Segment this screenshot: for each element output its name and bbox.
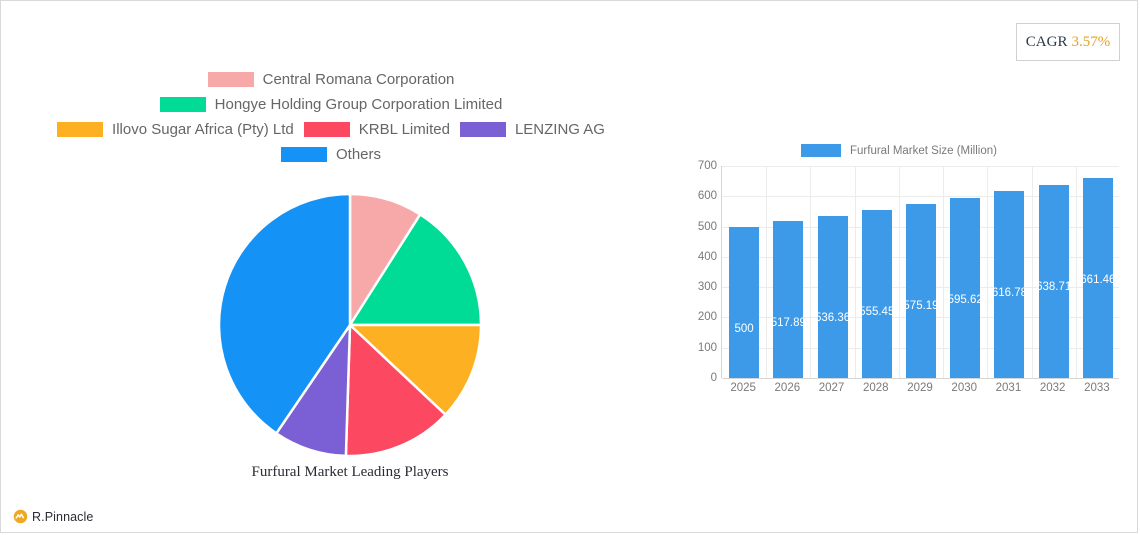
category-separator (1075, 166, 1077, 378)
x-axis-tick-label: 2025 (730, 382, 756, 394)
pie-legend-swatch (57, 122, 104, 137)
x-axis-tick-label: 2029 (907, 382, 933, 394)
y-axis-tick-label: 700 (697, 160, 717, 172)
bar[interactable]: 661.46 (1080, 177, 1116, 378)
bar[interactable]: 536.36 (814, 215, 851, 378)
x-axis: 2025 2026 2027 2028 2029 2030 2031 2032 2033 (721, 382, 1119, 402)
bar[interactable]: 616.78 (991, 191, 1028, 378)
bar-chart-legend: Furfural Market Size (Million) (673, 144, 1125, 157)
pie-legend-label: Hongye Holding Group Corporation Limited (214, 96, 503, 113)
bar-value-label: 536.36 (814, 311, 851, 324)
bar-legend-swatch (801, 144, 841, 157)
bar[interactable]: 575.19 (903, 203, 939, 378)
category-separator (898, 166, 900, 378)
gridline (722, 166, 1119, 167)
pie-slice[interactable] (348, 323, 482, 416)
cagr-badge: CAGR 3.57% (1016, 23, 1120, 61)
gridline (722, 196, 1119, 198)
bar[interactable]: 638.71 (1036, 184, 1072, 378)
pie-legend-item[interactable]: LENZING AG (459, 121, 605, 138)
bar[interactable]: 595.62 (947, 197, 983, 378)
x-axis-tick-label: 2032 (1039, 382, 1066, 394)
bar[interactable]: 517.89 (770, 221, 806, 378)
pie-legend-swatch (159, 97, 206, 112)
category-separator (854, 166, 856, 378)
x-axis-tick-label: 2028 (862, 382, 889, 394)
bar-chart-plot: 0 100 200 300 400 500 600 700 500 517.89 536.36 55… (673, 160, 1125, 411)
pie-slice[interactable] (218, 193, 352, 435)
pie-legend-item[interactable]: KRBL Limited (303, 121, 450, 138)
pie-legend-swatch (207, 72, 254, 87)
gridline (722, 378, 1119, 379)
pie-legend-item[interactable]: Others (280, 146, 381, 163)
pie-legend-item[interactable]: Illovo Sugar Africa (Pty) Ltd (57, 121, 294, 138)
bar-value-label: 661.46 (1080, 273, 1116, 286)
y-axis-tick-label: 100 (697, 341, 717, 354)
bar-value-label: 517.89 (770, 317, 806, 330)
y-axis-tick-label: 200 (697, 311, 717, 324)
category-separator (1031, 166, 1033, 378)
bar-value-label: 638.71 (1036, 280, 1072, 293)
category-separator (810, 166, 812, 378)
cagr-value: 3.57% (1071, 33, 1111, 50)
pie-legend-label: KRBL Limited (358, 121, 450, 138)
bar[interactable]: 555.45 (859, 209, 895, 378)
pie-legend-swatch (459, 122, 506, 137)
category-separator (943, 166, 945, 378)
pie-legend-swatch (280, 147, 327, 162)
pie-legend-label: Others (335, 146, 381, 163)
bar-legend-label: Furfural Market Size (Million) (850, 144, 997, 157)
bar-value-label: 575.19 (903, 299, 939, 312)
bar-chart-panel: Furfural Market Size (Million) 0 100 200 30… (673, 144, 1125, 411)
pie-legend-row: Illovo Sugar Africa (Pty) Ltd KRBL Limite… (1, 121, 661, 138)
x-axis-tick-label: 2033 (1084, 382, 1110, 394)
pie-chart-panel: Central Romana Corporation Hongye Holding… (1, 1, 661, 501)
pinnacle-logo-icon (13, 509, 28, 524)
x-axis-tick-label: 2026 (774, 382, 801, 394)
pie-legend-label: LENZING AG (514, 121, 605, 138)
footer-branding: R.Pinnacle (13, 509, 93, 524)
plot-grid: 500 517.89 536.36 555.45 575.19 595.62 616.78 6… (721, 166, 1119, 379)
y-axis-tick-label: 400 (697, 250, 717, 263)
pie-legend-row: Hongye Holding Group Corporation Limited (1, 96, 661, 113)
pie-chart-graphic (218, 193, 482, 457)
cagr-label: CAGR (1025, 33, 1068, 50)
x-axis-tick-label: 2030 (951, 382, 978, 394)
y-axis: 0 100 200 300 400 500 600 700 (673, 160, 717, 384)
pie-legend-label: Illovo Sugar Africa (Pty) Ltd (112, 121, 294, 138)
y-axis-tick-label: 500 (697, 220, 717, 233)
bar-value-label: 555.45 (859, 305, 895, 318)
bar-value-label: 500 (734, 322, 754, 335)
bar[interactable]: 500 (729, 226, 760, 378)
category-separator (766, 166, 768, 378)
pie-legend-swatch (303, 122, 350, 137)
pie-legend-item[interactable]: Central Romana Corporation (207, 71, 455, 88)
x-axis-tick-label: 2027 (818, 382, 845, 394)
y-axis-tick-label: 0 (710, 372, 717, 384)
y-axis-tick-label: 600 (697, 190, 717, 203)
pie-slice[interactable] (348, 213, 482, 327)
pie-legend-row: Central Romana Corporation (1, 71, 661, 88)
category-separator (987, 166, 989, 378)
pie-legend-label: Central Romana Corporation (262, 71, 455, 88)
pie-legend: Central Romana Corporation Hongye Holding… (1, 71, 661, 171)
bar-value-label: 595.62 (947, 293, 983, 306)
y-axis-tick-label: 300 (697, 281, 717, 294)
bar-value-label: 616.78 (991, 287, 1028, 300)
pie-chart-title: Furfural Market Leading Players (251, 464, 449, 480)
pie-slice[interactable] (344, 323, 447, 457)
brand-name: R.Pinnacle (32, 509, 94, 524)
pie-legend-row: Others (1, 146, 661, 163)
pie-legend-item[interactable]: Hongye Holding Group Corporation Limited (159, 96, 503, 113)
x-axis-tick-label: 2031 (995, 382, 1022, 394)
